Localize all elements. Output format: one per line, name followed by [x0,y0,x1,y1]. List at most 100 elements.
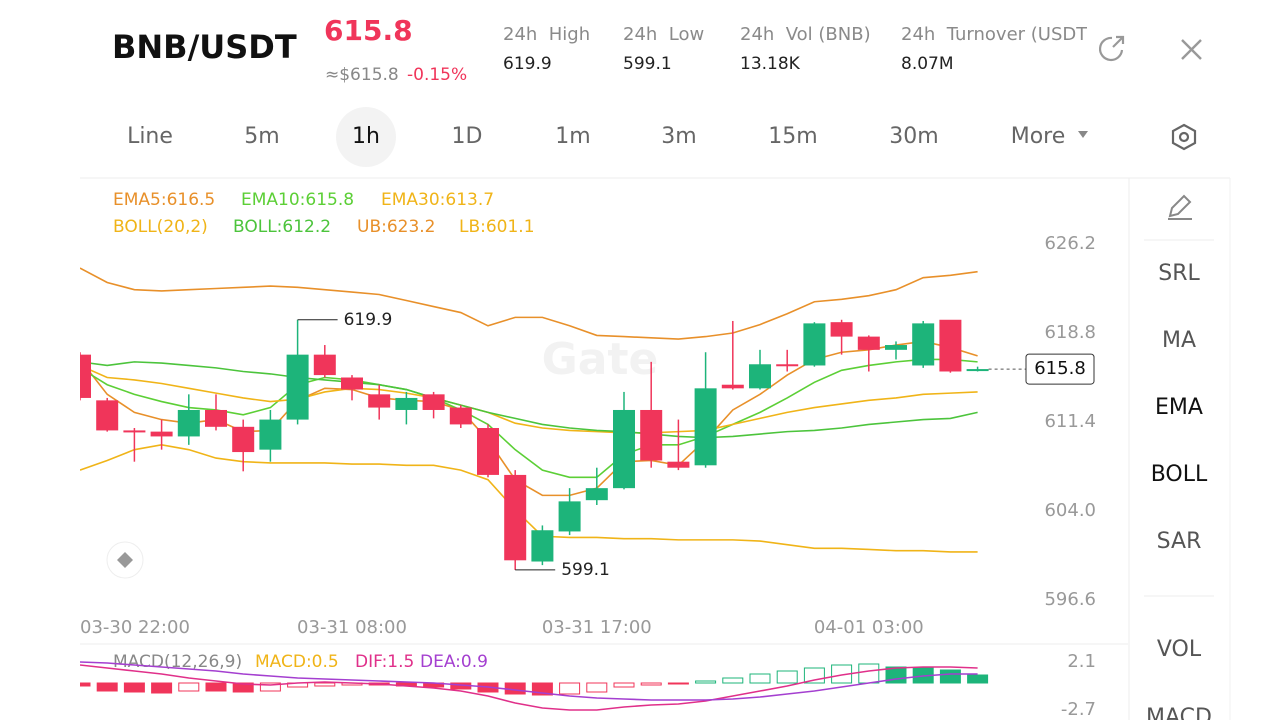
indicator-line [80,358,978,479]
interval-tab[interactable]: 1D [452,124,483,149]
watermark: Gate [542,334,659,385]
candle-body [477,428,499,475]
indicator-button[interactable]: EMA [1155,395,1203,420]
macd-bar [96,682,118,692]
interval-tab[interactable]: 3m [661,124,696,149]
stat-value: 619.9 [503,54,552,74]
indicator-button[interactable]: SRL [1158,261,1200,286]
indicator-button[interactable]: MA [1162,328,1196,353]
interval-tab[interactable]: 30m [889,124,938,149]
stat-label: 24h Low [623,24,704,45]
legend-entry: MACD:0.5 [255,652,339,672]
macd-bar [858,663,880,684]
high-label: 619.9 [344,310,393,330]
stat-value: 8.07M [901,54,954,74]
settings-icon[interactable] [1171,123,1197,151]
candle-body [205,409,227,427]
tool-icon [117,552,133,568]
stats: 24h High 619.9 24h Low 599.1 24h Vol (BNB) 13… [503,24,1094,74]
indicator-line [80,364,978,434]
indicator-button[interactable]: MACD [1146,705,1212,720]
pencil-icon[interactable] [1168,194,1192,220]
indicator-button[interactable]: BOLL [1151,462,1208,487]
interval-tab[interactable]: 1m [555,124,590,149]
legend-entry: UB:623.2 [357,217,436,237]
legend-entry: LB:601.1 [459,217,535,237]
candle-body [585,488,608,501]
candle-body [123,430,146,433]
interval-tab[interactable]: 1h [352,124,380,149]
macd-line [80,664,978,711]
price: 615.8 [324,14,413,47]
stat-label: 24h Vol (BNB) [740,24,871,45]
macd-bar [749,673,771,684]
legend-entry: EMA30:613.7 [381,190,494,210]
y-tick-label: 618.8 [1044,322,1096,343]
interval-tab[interactable]: More [1011,124,1066,149]
low-label: 599.1 [561,560,610,580]
active-tab-bg [336,107,396,167]
macd-bar [967,674,989,684]
y-tick-label: 626.2 [1044,233,1096,254]
usd-price: ≈$615.8 [325,65,399,85]
macd-bar [151,682,173,694]
change: -0.15% [407,65,467,85]
close-icon[interactable] [1181,39,1202,60]
indicator-button[interactable]: VOL [1157,637,1202,662]
candle-body [857,336,880,350]
legend-entry: EMA5:616.5 [113,190,215,210]
y-tick-label: 611.4 [1044,411,1096,432]
candle-body [232,426,255,453]
candle-body [313,354,336,376]
legend-entry: BOLL:612.2 [233,217,331,237]
macd-bar [314,682,336,687]
candle-body [368,394,391,408]
candle-body [341,377,363,390]
last-price-box [1025,353,1095,385]
candle-body [912,323,935,366]
macd-bar [776,670,798,684]
indicator-line [80,361,978,439]
legend-entry: DIF:1.5 [355,652,414,672]
macd-bar [205,682,227,692]
candle-body [504,474,527,561]
last-price-label: 615.8 [1034,358,1086,379]
candle-body [749,364,771,389]
candle-body [885,345,907,350]
candle-body [803,323,826,366]
candle-body [449,407,472,425]
legend-label: BOLL(20,2) [113,217,208,237]
macd-bar [559,682,581,695]
candle-body [721,384,744,389]
candle-body [286,354,309,420]
interval-tab[interactable]: Line [127,124,173,149]
interval-tab[interactable]: 5m [244,124,279,149]
macd-bar [613,682,635,688]
indicator-line [80,340,978,497]
candle-body [667,461,690,468]
macd-bar [123,682,145,693]
stat-label: 24h Turnover (USDT) [901,24,1094,45]
candle-body [422,394,445,410]
legend-entry: DEA:0.9 [420,652,488,672]
stat: 24h Vol (BNB) 13.18K [740,24,871,74]
interval-tab[interactable]: 15m [768,124,817,149]
candle-body [177,409,200,437]
candle-body [694,388,717,466]
macd-bar [695,680,717,684]
macd-tick-label: -2.7 [1061,699,1096,720]
indicator-button[interactable]: SAR [1157,529,1202,554]
macd-bar [722,677,744,684]
x-tick-label: 04-01 03:00 [814,617,924,638]
candle-body [96,400,119,431]
share-icon[interactable] [1098,35,1125,62]
candle-body [80,354,91,398]
macd-bar [586,682,608,693]
candle-body [558,501,581,532]
macd-plot [80,661,989,711]
candle-body [150,431,173,437]
x-tick-label: 03-30 22:00 [80,617,190,638]
candle-body [259,419,282,450]
candle-body [939,319,962,372]
